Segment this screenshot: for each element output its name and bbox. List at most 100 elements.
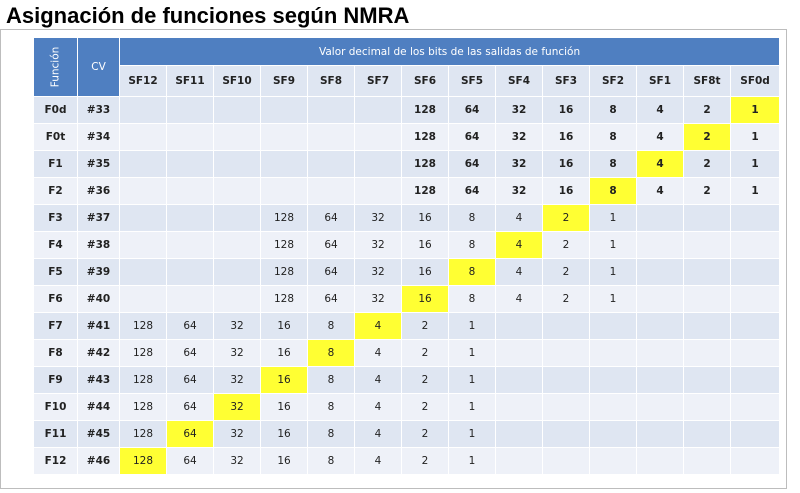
bit-value-cell: 8 xyxy=(589,96,637,124)
bit-value-cell: 128 xyxy=(401,123,449,151)
bit-value-cell: 8 xyxy=(448,231,496,259)
column-header-sf5: SF5 xyxy=(448,65,496,97)
cv-cell: #45 xyxy=(77,420,120,448)
column-header-sf0d: SF0d xyxy=(729,65,781,97)
bit-value-cell: 16 xyxy=(542,123,590,151)
bit-value-cell xyxy=(260,177,308,205)
bit-value-cell xyxy=(729,339,781,367)
function-cell: F10 xyxy=(33,393,78,421)
highlighted-bit-cell: 2 xyxy=(542,204,590,232)
bit-value-cell: 2 xyxy=(683,150,731,178)
bit-value-cell xyxy=(354,177,402,205)
column-header-sf12: SF12 xyxy=(119,65,167,97)
bit-value-cell xyxy=(683,447,731,475)
bit-value-cell xyxy=(683,204,731,232)
bit-value-cell xyxy=(495,339,543,367)
bit-value-cell xyxy=(636,258,684,286)
table-row: F8 #42 128 64 32 16 8 4 2 1 xyxy=(33,339,781,367)
bit-value-cell: 2 xyxy=(401,312,449,340)
bit-value-cell: 32 xyxy=(354,285,402,313)
highlighted-bit-cell: 128 xyxy=(119,447,167,475)
highlighted-bit-cell: 4 xyxy=(495,231,543,259)
cv-cell: #40 xyxy=(77,285,120,313)
bit-value-cell: 64 xyxy=(166,312,214,340)
function-cell: F6 xyxy=(33,285,78,313)
bit-value-cell: 4 xyxy=(495,204,543,232)
bit-value-cell: 16 xyxy=(542,96,590,124)
table-row: F6 #40 128 64 32 16 8 4 2 1 xyxy=(33,285,781,313)
bit-value-cell: 2 xyxy=(401,420,449,448)
bit-value-cell: 64 xyxy=(448,177,496,205)
bit-value-cell xyxy=(495,420,543,448)
bit-value-cell: 32 xyxy=(495,177,543,205)
bit-value-cell xyxy=(213,231,261,259)
bit-value-cell: 128 xyxy=(401,96,449,124)
bit-value-cell: 128 xyxy=(260,258,308,286)
cv-cell: #36 xyxy=(77,177,120,205)
bit-value-cell xyxy=(729,231,781,259)
bit-value-cell xyxy=(260,150,308,178)
cv-cell: #41 xyxy=(77,312,120,340)
bit-value-cell: 16 xyxy=(401,204,449,232)
bit-value-cell: 2 xyxy=(683,177,731,205)
bit-value-cell xyxy=(213,285,261,313)
bit-value-cell xyxy=(213,96,261,124)
bit-value-cell xyxy=(213,204,261,232)
bit-value-cell: 4 xyxy=(354,366,402,394)
table-frame xyxy=(0,29,787,489)
function-cell: F2 xyxy=(33,177,78,205)
bit-value-cell xyxy=(307,123,355,151)
bit-value-cell: 128 xyxy=(401,150,449,178)
column-header-sf11: SF11 xyxy=(166,65,214,97)
bit-value-cell: 16 xyxy=(260,447,308,475)
bit-value-cell xyxy=(683,366,731,394)
bit-value-cell: 64 xyxy=(307,231,355,259)
bit-value-cell: 2 xyxy=(542,231,590,259)
bit-value-cell xyxy=(119,96,167,124)
bit-value-cell xyxy=(307,177,355,205)
bit-value-cell xyxy=(166,258,214,286)
bit-value-cell xyxy=(683,285,731,313)
table-row: F2 #36 128 64 32 16 8 4 2 1 xyxy=(33,177,781,205)
table-row: F9 #43 128 64 32 16 8 4 2 1 xyxy=(33,366,781,394)
bit-value-cell: 8 xyxy=(307,312,355,340)
bit-value-cell: 2 xyxy=(401,393,449,421)
bit-value-cell xyxy=(542,312,590,340)
highlighted-bit-cell: 64 xyxy=(166,420,214,448)
bit-value-cell: 128 xyxy=(119,366,167,394)
cv-cell: #39 xyxy=(77,258,120,286)
highlighted-bit-cell: 8 xyxy=(307,339,355,367)
bit-value-cell xyxy=(495,366,543,394)
bit-value-cell: 32 xyxy=(354,231,402,259)
bit-value-cell: 4 xyxy=(636,177,684,205)
bit-value-cell: 128 xyxy=(119,420,167,448)
bit-value-cell xyxy=(729,285,781,313)
bit-value-cell: 64 xyxy=(448,150,496,178)
table-row: F0d #33 128 64 32 16 8 4 2 1 xyxy=(33,96,781,124)
bit-value-cell xyxy=(636,393,684,421)
bit-value-cell xyxy=(119,285,167,313)
bit-value-cell: 2 xyxy=(683,96,731,124)
table-row: F1 #35 128 64 32 16 8 4 2 1 xyxy=(33,150,781,178)
bit-value-cell: 32 xyxy=(495,96,543,124)
bit-value-cell: 4 xyxy=(495,258,543,286)
bit-value-cell: 16 xyxy=(260,420,308,448)
bit-value-cell: 1 xyxy=(729,123,781,151)
bit-value-cell xyxy=(166,204,214,232)
function-cell: F9 xyxy=(33,366,78,394)
bit-value-cell: 1 xyxy=(448,420,496,448)
bit-value-cell: 4 xyxy=(636,96,684,124)
bit-value-cell: 32 xyxy=(213,339,261,367)
bit-value-cell xyxy=(213,177,261,205)
bit-value-cell xyxy=(166,285,214,313)
bit-value-cell: 32 xyxy=(213,447,261,475)
bit-value-cell xyxy=(542,420,590,448)
bit-value-cell xyxy=(636,420,684,448)
bit-value-cell: 1 xyxy=(589,258,637,286)
bit-value-cell xyxy=(119,177,167,205)
bit-value-cell: 128 xyxy=(260,204,308,232)
bit-value-cell: 1 xyxy=(589,285,637,313)
bit-value-cell xyxy=(589,312,637,340)
bit-value-cell xyxy=(495,312,543,340)
bit-value-cell: 32 xyxy=(213,366,261,394)
